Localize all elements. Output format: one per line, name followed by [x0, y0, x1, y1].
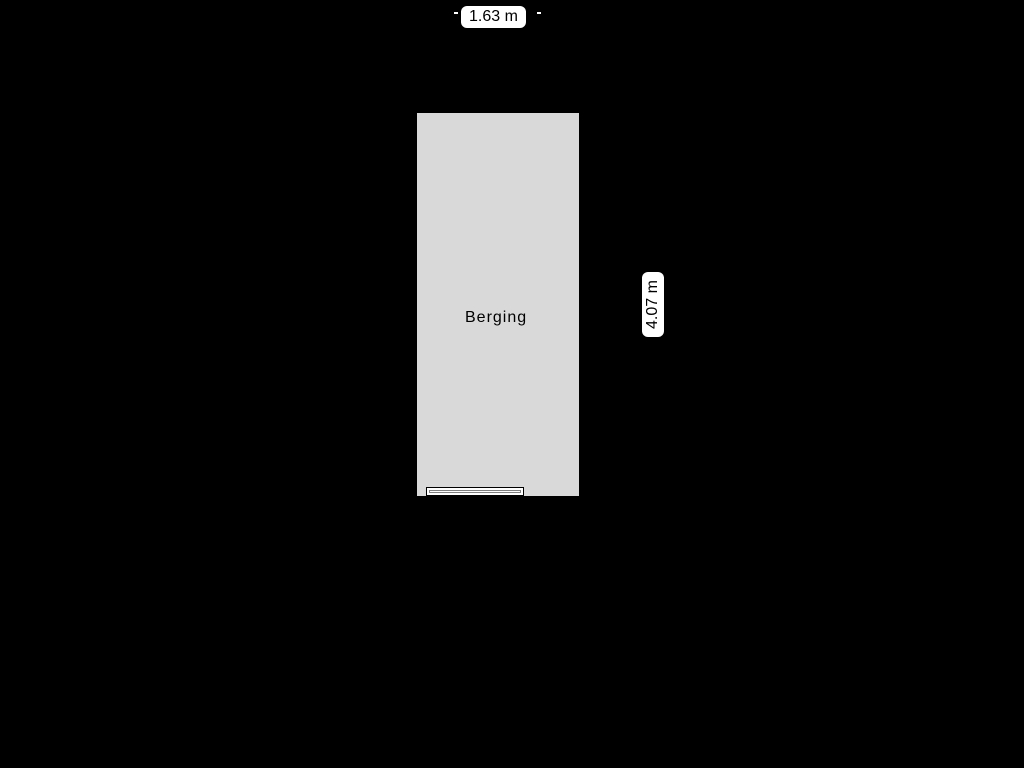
dimension-tick: [454, 12, 458, 14]
door-icon: [426, 487, 524, 496]
dimension-width-label: 1.63 m: [461, 6, 526, 28]
dimension-height-label: 4.07 m: [642, 272, 664, 337]
door-panel: [429, 490, 521, 493]
room-label: Berging: [465, 309, 527, 327]
room-berging: Berging: [416, 112, 580, 497]
floorplan-canvas: Berging 1.63 m 4.07 m: [0, 0, 1024, 768]
dimension-tick: [537, 12, 541, 14]
